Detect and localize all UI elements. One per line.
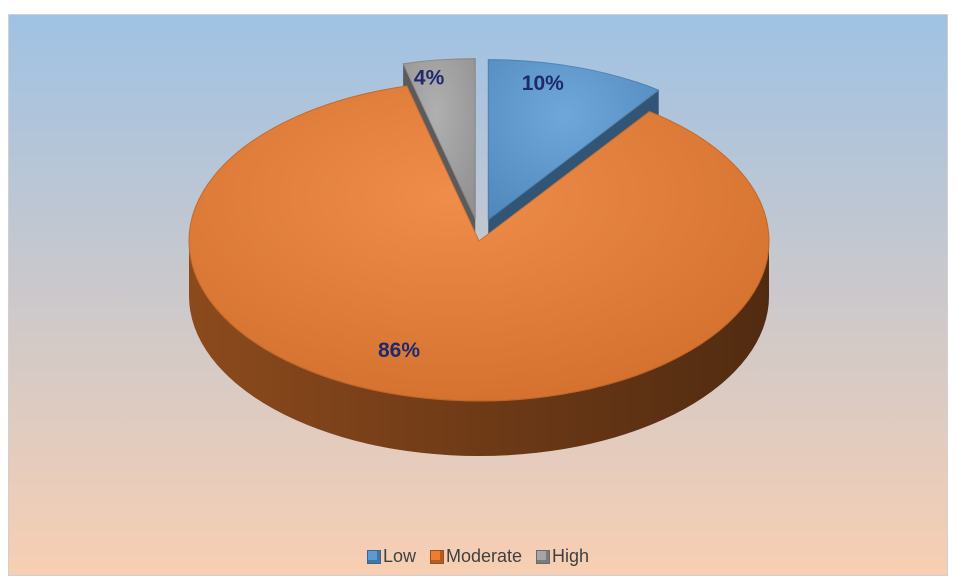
chart-legend: Low Moderate High [9, 546, 947, 567]
legend-item-moderate: Moderate [429, 546, 523, 567]
legend-swatch [536, 549, 551, 564]
chart-frame: 10% 86% 4% Low Moderate High [8, 14, 948, 576]
pie-chart: 10% 86% 4% [9, 15, 947, 575]
legend-item-high: High [536, 546, 589, 567]
slice-top-shade [488, 59, 659, 220]
slice-top-shade [403, 58, 476, 219]
slice-top-shade [189, 86, 770, 402]
legend-label: High [552, 546, 590, 566]
slice-side-shade [189, 241, 769, 456]
legend-swatch [429, 549, 444, 564]
legend-label: Low [382, 546, 416, 566]
legend-item-low: Low [366, 546, 416, 567]
legend-swatch [366, 549, 381, 564]
data-label-moderate: 86% [378, 339, 420, 362]
legend-label: Moderate [445, 546, 523, 566]
data-label-low: 10% [522, 72, 564, 95]
data-label-high: 4% [414, 66, 445, 89]
